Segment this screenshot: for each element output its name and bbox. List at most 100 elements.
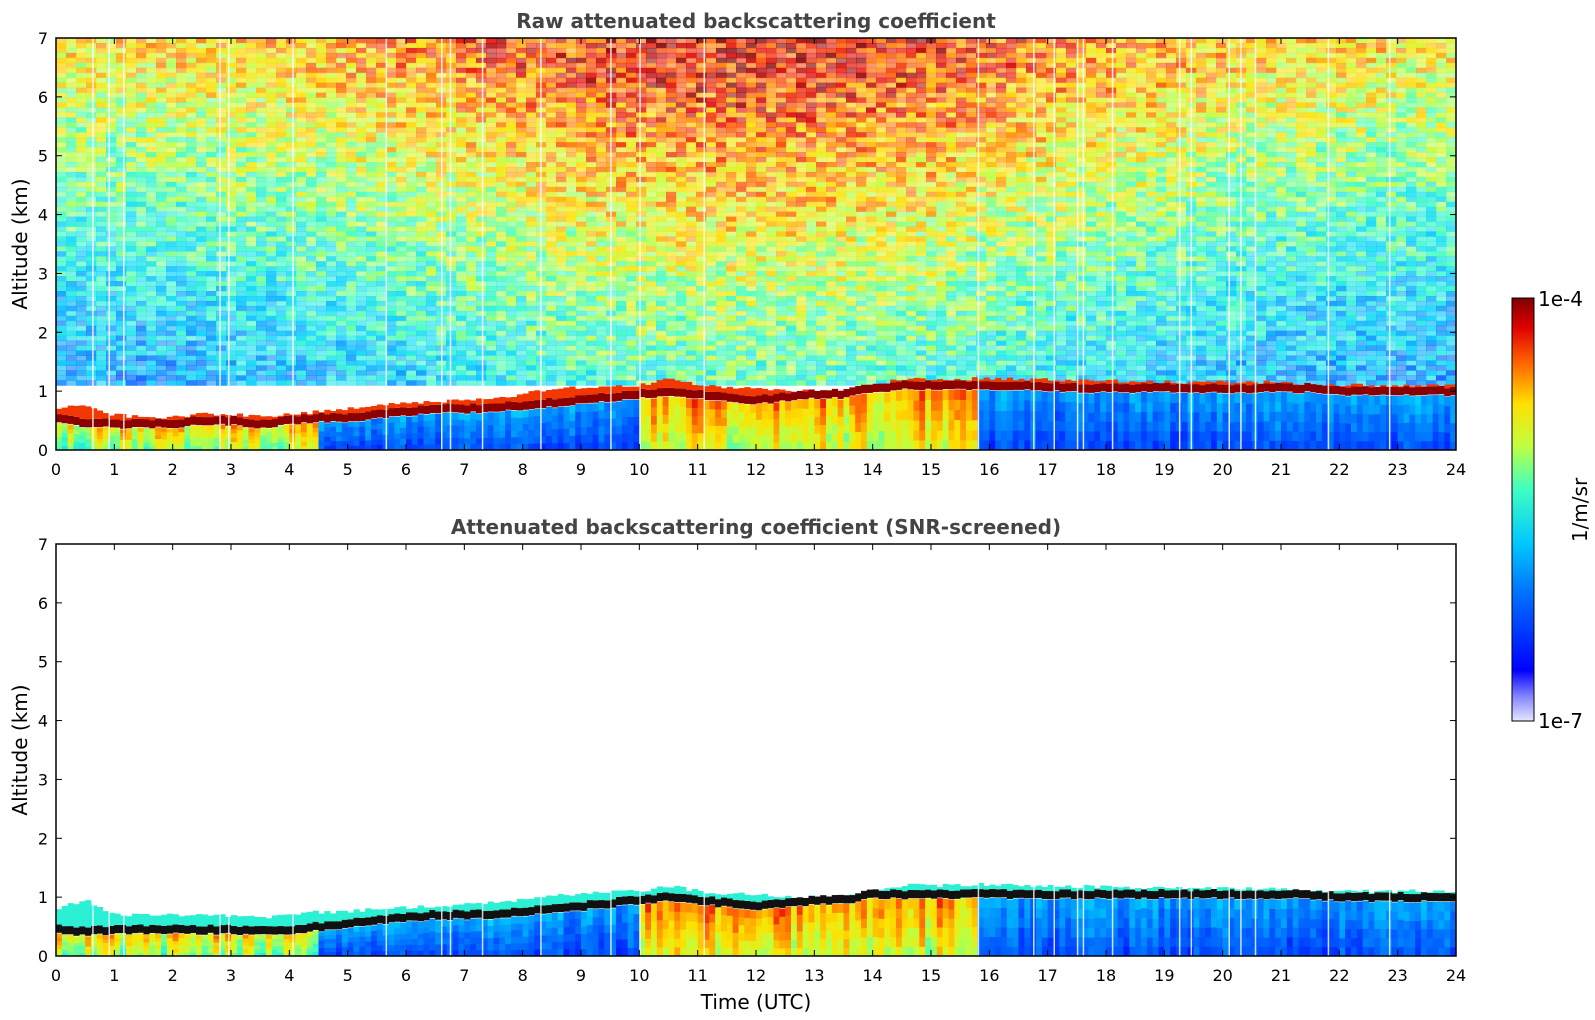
noise-cell: [156, 92, 167, 99]
noise-cell: [166, 117, 177, 123]
noise-cell: [546, 380, 557, 386]
noise-cell: [386, 370, 397, 376]
noise-cell: [386, 325, 397, 332]
noise-cell: [96, 305, 107, 312]
noise-cell: [66, 211, 77, 218]
noise-cell: [696, 295, 707, 302]
noise-cell: [496, 47, 507, 54]
noise-cell: [146, 221, 157, 228]
noise-cell: [246, 127, 257, 133]
noise-cell: [256, 256, 267, 262]
noise-cell: [736, 330, 747, 337]
noise-cell: [406, 82, 417, 89]
noise-cell: [686, 176, 697, 183]
noise-cell: [286, 157, 297, 163]
noise-cell: [206, 295, 217, 302]
noise-cell: [316, 137, 327, 143]
noise-cell: [76, 52, 87, 59]
noise-cell: [136, 162, 147, 168]
noise-cell: [126, 72, 137, 79]
noise-cell: [646, 57, 657, 64]
noise-cell: [456, 122, 467, 128]
noise-cell: [336, 236, 347, 242]
noise-cell: [686, 201, 697, 208]
noise-cell: [196, 345, 207, 352]
noise-cell: [506, 325, 517, 332]
noise-cell: [626, 191, 637, 198]
noise-cell: [656, 370, 667, 376]
noise-cell: [106, 276, 117, 282]
noise-cell: [706, 57, 717, 64]
noise-cell: [726, 77, 737, 84]
noise-cell: [276, 305, 287, 312]
noise-cell: [766, 127, 777, 133]
noise-cell: [706, 117, 717, 123]
noise-cell: [736, 92, 747, 99]
noise-cell: [296, 236, 307, 242]
noise-cell: [756, 216, 767, 223]
noise-cell: [206, 320, 217, 327]
noise-cell: [326, 295, 337, 302]
noise-cell: [466, 107, 477, 113]
noise-cell: [126, 47, 137, 54]
noise-cell: [246, 256, 257, 262]
noise-cell: [236, 216, 247, 223]
noise-cell: [66, 345, 77, 352]
noise-cell: [466, 370, 477, 376]
noise-cell: [746, 176, 757, 183]
noise-cell: [696, 147, 707, 153]
noise-cell: [276, 360, 287, 366]
noise-cell: [596, 310, 607, 317]
noise-cell: [626, 295, 637, 302]
noise-cell: [756, 226, 767, 232]
noise-cell: [76, 77, 87, 84]
noise-cell: [656, 271, 667, 277]
noise-cell: [586, 375, 597, 381]
noise-cell: [316, 107, 327, 113]
noise-cell: [656, 206, 667, 213]
noise-cell: [176, 112, 187, 118]
noise-cell: [676, 97, 687, 103]
noise-cell: [586, 176, 597, 183]
noise-cell: [646, 330, 657, 337]
noise-cell: [226, 335, 237, 342]
noise-cell: [566, 271, 577, 277]
noise-cell: [176, 236, 187, 242]
noise-cell: [186, 162, 197, 168]
noise-cell: [736, 162, 747, 168]
noise-cell: [136, 181, 147, 188]
panel1-title: Raw attenuated backscattering coefficien…: [516, 9, 996, 33]
noise-cell: [596, 266, 607, 272]
noise-cell: [156, 117, 167, 123]
noise-cell: [156, 162, 167, 168]
noise-cell: [216, 251, 227, 257]
noise-cell: [756, 166, 767, 173]
noise-cell: [286, 162, 297, 168]
noise-cell: [586, 256, 597, 262]
noise-cell: [636, 142, 647, 148]
noise-cell: [246, 246, 257, 252]
noise-cell: [276, 291, 287, 297]
noise-cell: [746, 191, 757, 198]
noise-cell: [326, 281, 337, 287]
noise-cell: [56, 152, 67, 158]
noise-cell: [726, 261, 737, 267]
noise-cell: [486, 87, 497, 94]
noise-cell: [346, 345, 357, 352]
noise-cell: [146, 251, 157, 257]
noise-cell: [226, 261, 237, 267]
noise-cell: [396, 47, 407, 54]
noise-cell: [306, 246, 317, 252]
noise-cell: [586, 162, 597, 168]
noise-cell: [496, 107, 507, 113]
noise-cell: [166, 340, 177, 347]
noise-cell: [336, 181, 347, 188]
noise-cell: [736, 261, 747, 267]
noise-cell: [336, 186, 347, 193]
noise-cell: [126, 246, 137, 252]
noise-cell: [246, 365, 257, 371]
noise-cell: [336, 87, 347, 94]
noise-cell: [416, 191, 427, 198]
noise-cell: [56, 236, 67, 242]
noise-cell: [666, 142, 677, 148]
